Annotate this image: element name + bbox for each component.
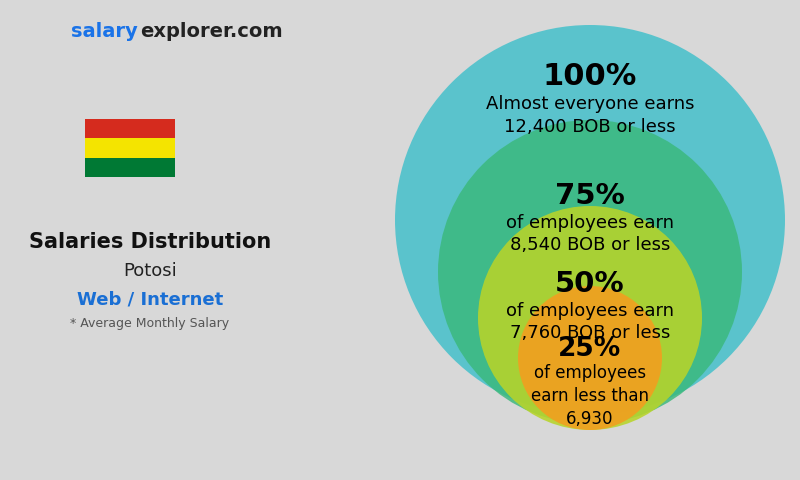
Text: Web / Internet: Web / Internet [77, 291, 223, 309]
FancyBboxPatch shape [85, 157, 175, 177]
Text: 50%: 50% [555, 270, 625, 298]
Text: Potosi: Potosi [123, 262, 177, 280]
Text: Almost everyone earns
12,400 BOB or less: Almost everyone earns 12,400 BOB or less [486, 95, 694, 136]
Circle shape [478, 206, 702, 430]
FancyBboxPatch shape [85, 119, 175, 138]
Circle shape [518, 286, 662, 430]
Text: 75%: 75% [555, 182, 625, 210]
Text: Salaries Distribution: Salaries Distribution [29, 232, 271, 252]
Text: * Average Monthly Salary: * Average Monthly Salary [70, 317, 230, 330]
Circle shape [438, 120, 742, 424]
FancyBboxPatch shape [85, 138, 175, 157]
Circle shape [395, 25, 785, 415]
Text: 25%: 25% [558, 336, 622, 362]
Text: 100%: 100% [543, 62, 637, 91]
Text: salary: salary [71, 22, 138, 41]
Text: of employees earn
8,540 BOB or less: of employees earn 8,540 BOB or less [506, 214, 674, 254]
Text: of employees earn
7,760 BOB or less: of employees earn 7,760 BOB or less [506, 301, 674, 342]
Text: of employees
earn less than
6,930: of employees earn less than 6,930 [531, 364, 649, 428]
Text: explorer.com: explorer.com [140, 22, 282, 41]
